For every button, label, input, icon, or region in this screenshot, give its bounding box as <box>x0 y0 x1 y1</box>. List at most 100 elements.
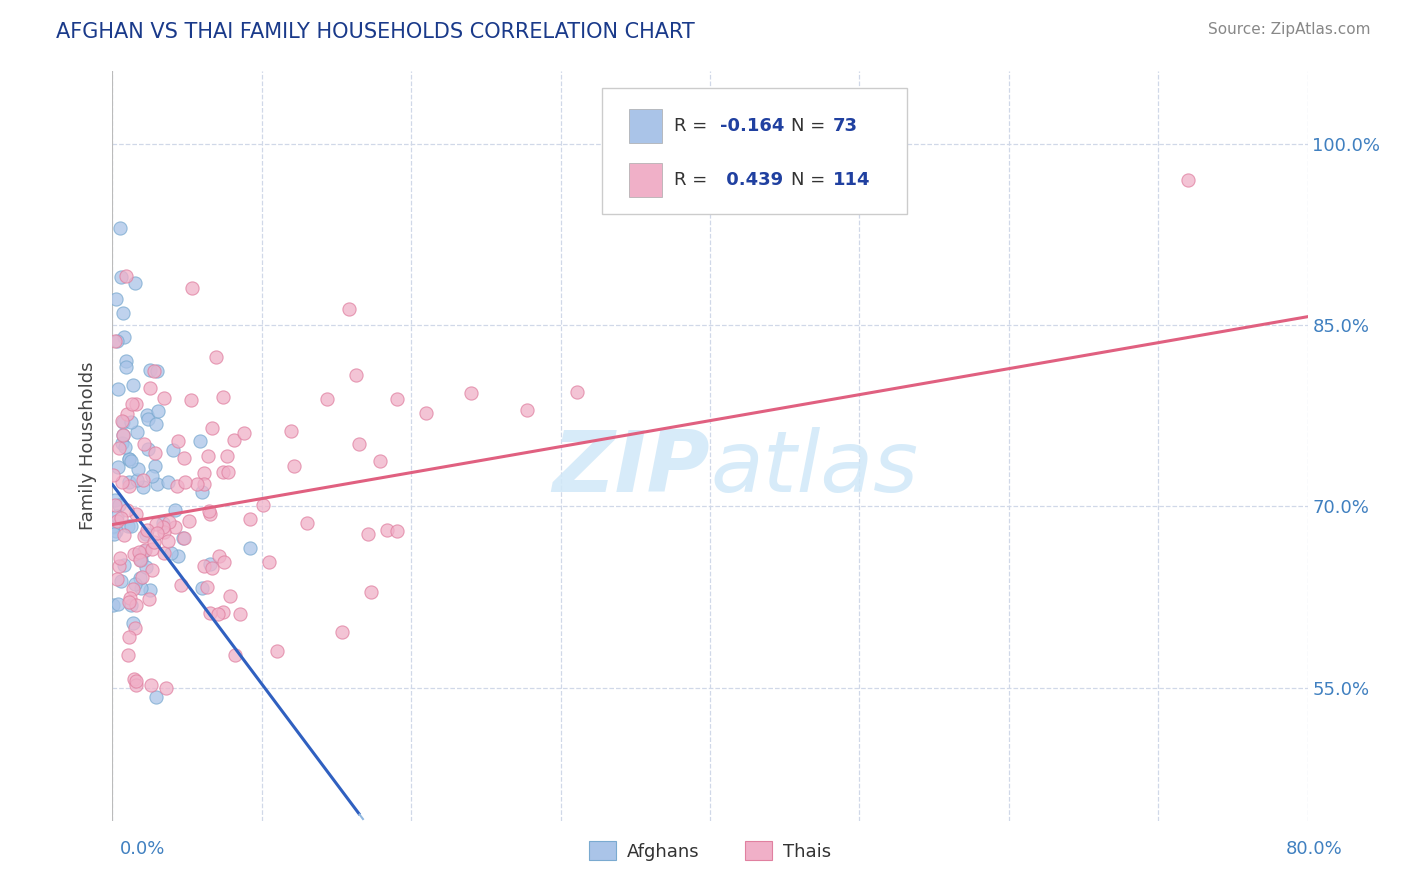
Point <box>1177 173 1199 187</box>
Point <box>173 531 195 545</box>
Point <box>239 512 262 526</box>
Text: AFGHAN VS THAI FAMILY HOUSEHOLDS CORRELATION CHART: AFGHAN VS THAI FAMILY HOUSEHOLDS CORRELA… <box>56 22 695 42</box>
Point <box>132 480 155 494</box>
Text: 114: 114 <box>834 171 870 189</box>
Point <box>132 529 155 543</box>
Point <box>239 541 262 555</box>
Point <box>111 415 134 429</box>
Point <box>122 672 145 686</box>
Point <box>160 546 183 560</box>
Point <box>115 407 138 421</box>
Point <box>108 559 131 574</box>
Point <box>104 524 127 539</box>
Point <box>174 475 197 489</box>
Point <box>156 475 179 489</box>
Point <box>129 553 152 567</box>
Point <box>114 440 136 454</box>
Point <box>368 453 391 467</box>
Point <box>115 269 138 284</box>
Point <box>128 545 150 559</box>
Point <box>110 574 132 588</box>
Point <box>117 648 139 663</box>
Point <box>208 549 231 563</box>
Point <box>143 364 166 378</box>
Point <box>215 450 238 464</box>
Point <box>125 598 148 612</box>
Point <box>105 514 128 528</box>
Point <box>460 386 482 401</box>
Point <box>101 467 124 482</box>
Point <box>112 558 135 572</box>
Point <box>112 428 135 442</box>
Text: 73: 73 <box>834 117 858 135</box>
Point <box>141 564 163 578</box>
Point <box>118 595 141 609</box>
Point <box>280 424 302 438</box>
Point <box>146 477 169 491</box>
Point <box>138 592 160 607</box>
Point <box>212 465 235 479</box>
Point <box>346 368 368 382</box>
Point <box>136 409 159 423</box>
Point <box>166 549 188 563</box>
Point <box>217 466 239 480</box>
Point <box>156 534 179 549</box>
Text: 0.0%: 0.0% <box>120 840 165 858</box>
Point <box>101 598 124 612</box>
Point <box>197 449 219 463</box>
Point <box>205 350 228 364</box>
FancyBboxPatch shape <box>628 109 662 143</box>
Point <box>136 442 159 457</box>
Text: 0.439: 0.439 <box>720 171 783 189</box>
Point <box>177 514 200 528</box>
Point <box>283 458 305 473</box>
Point <box>120 454 142 468</box>
Point <box>132 544 155 558</box>
Point <box>375 523 398 537</box>
Point <box>387 392 409 406</box>
Point <box>180 281 202 295</box>
Point <box>315 392 337 406</box>
Point <box>120 518 142 533</box>
Text: R =: R = <box>675 171 713 189</box>
Point <box>110 269 132 284</box>
Point <box>195 580 218 594</box>
Point <box>170 577 193 591</box>
Point <box>105 572 128 586</box>
Point <box>132 437 155 451</box>
FancyBboxPatch shape <box>603 87 907 214</box>
Point <box>129 547 152 561</box>
Point <box>201 421 224 435</box>
Point <box>157 515 180 529</box>
Point <box>110 511 132 525</box>
Point <box>143 445 166 459</box>
Point <box>201 560 224 574</box>
Point <box>145 417 167 432</box>
Point <box>118 452 141 467</box>
Point <box>135 560 157 574</box>
Point <box>207 607 229 621</box>
Point <box>114 330 135 344</box>
Point <box>125 507 148 521</box>
Point <box>117 518 139 533</box>
Point <box>121 377 143 392</box>
Point <box>138 582 160 597</box>
Point <box>107 382 129 396</box>
Point <box>125 425 148 439</box>
Point <box>567 384 589 399</box>
Point <box>143 459 166 474</box>
Point <box>118 452 141 467</box>
Point <box>252 498 274 512</box>
Point <box>120 415 142 429</box>
Point <box>125 473 148 487</box>
Point <box>111 427 134 442</box>
Point <box>107 460 129 475</box>
Y-axis label: Family Households: Family Households <box>79 362 97 530</box>
Point <box>121 397 143 411</box>
Point <box>108 221 131 235</box>
Point <box>136 411 159 425</box>
Point <box>111 414 134 428</box>
Point <box>146 364 169 378</box>
Point <box>330 624 353 639</box>
Point <box>104 334 127 348</box>
